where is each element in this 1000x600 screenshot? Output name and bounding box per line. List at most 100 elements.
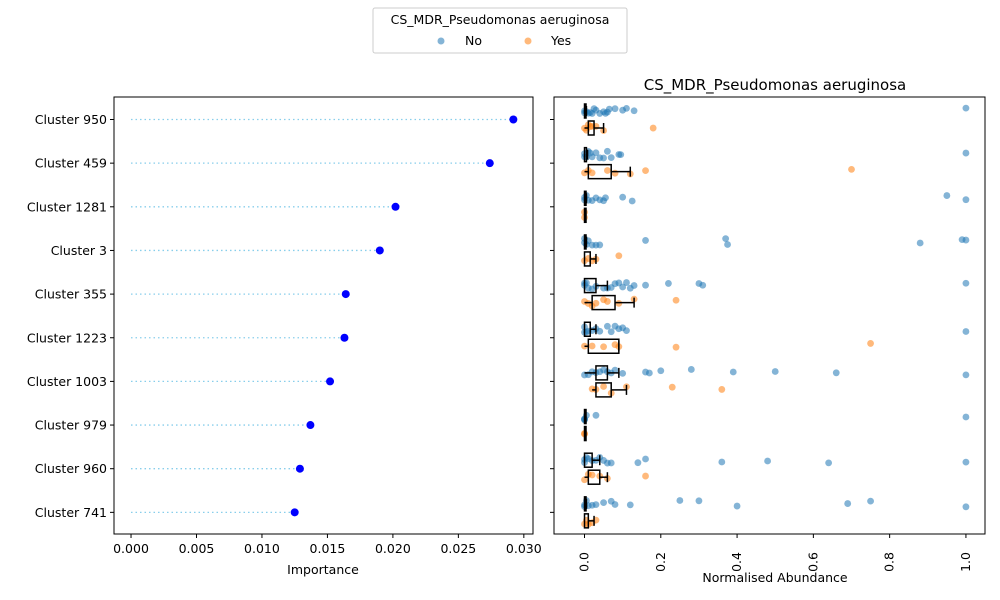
- box-iqr: [587, 469, 601, 485]
- point-yes: [588, 169, 596, 177]
- point-no: [623, 104, 630, 112]
- point-no: [676, 497, 684, 504]
- point-yes: [592, 299, 600, 307]
- left-x-tick-label: 0.015: [310, 541, 346, 556]
- point-no: [603, 322, 611, 330]
- left-x-tick-label: 0.030: [506, 541, 542, 556]
- category-label: Cluster 1223: [27, 330, 107, 345]
- left-x-tick-label: 0.010: [244, 541, 280, 556]
- point-yes: [600, 383, 607, 390]
- point-yes: [581, 342, 588, 350]
- left-x-tick-label: 0.000: [113, 541, 149, 556]
- point-no: [628, 197, 636, 205]
- point-yes: [642, 167, 649, 175]
- point-no: [722, 235, 730, 243]
- point-no: [764, 457, 771, 465]
- point-no: [603, 147, 611, 155]
- category-label: Cluster 960: [35, 461, 107, 476]
- point-no: [962, 149, 970, 157]
- point-no: [699, 281, 707, 289]
- box-iqr: [587, 163, 612, 180]
- point-yes: [581, 476, 588, 484]
- point-yes: [848, 165, 855, 173]
- left-x-tick-label: 0.005: [179, 541, 215, 556]
- point-yes: [668, 383, 676, 391]
- box-iqr: [583, 251, 591, 267]
- point-yes: [649, 124, 657, 132]
- point-no: [642, 281, 649, 289]
- point-yes: [588, 342, 596, 350]
- category-label: Cluster 979: [35, 418, 107, 433]
- box-iqr: [583, 234, 587, 250]
- right-chart-title: CS_MDR_Pseudomonas aeruginosa: [644, 76, 907, 95]
- box-iqr: [583, 207, 587, 224]
- point-yes: [615, 252, 623, 260]
- point-no: [596, 241, 604, 249]
- legend-title: CS_MDR_Pseudomonas aeruginosa: [391, 12, 610, 27]
- importance-point: [340, 333, 349, 342]
- right-x-tick-label: 0.0: [577, 552, 592, 572]
- left-plot-frame: [113, 96, 534, 535]
- category-label: Cluster 1003: [27, 374, 107, 389]
- point-no: [626, 501, 634, 509]
- legend-label-no: No: [465, 33, 482, 48]
- category-label: Cluster 1281: [27, 199, 107, 214]
- point-no: [634, 459, 642, 467]
- point-no: [729, 368, 737, 376]
- legend-marker-no: [437, 37, 445, 45]
- right-x-tick-label: 0.8: [882, 552, 897, 572]
- point-no: [630, 107, 638, 115]
- category-label: Cluster 3: [51, 243, 107, 258]
- point-no: [592, 501, 600, 509]
- legend-label-yes: Yes: [550, 33, 571, 48]
- importance-points: [290, 115, 518, 517]
- point-yes: [588, 471, 596, 479]
- point-no: [962, 236, 970, 244]
- point-no: [844, 500, 852, 507]
- box-iqr: [583, 513, 590, 529]
- point-yes: [672, 343, 680, 351]
- abundance-boxes: [583, 103, 635, 529]
- point-no: [642, 455, 649, 463]
- abundance-points: [581, 104, 970, 528]
- importance-point: [290, 508, 299, 517]
- point-no: [962, 279, 970, 287]
- box-iqr: [583, 190, 587, 207]
- point-no: [867, 497, 874, 505]
- point-no: [607, 154, 615, 162]
- point-no: [962, 458, 970, 466]
- left-x-tick-label: 0.025: [440, 541, 476, 556]
- point-no: [718, 458, 726, 466]
- point-yes: [603, 167, 611, 174]
- point-no: [724, 241, 731, 248]
- point-yes: [642, 472, 649, 480]
- point-no: [962, 104, 970, 112]
- box-iqr: [595, 365, 609, 381]
- point-no: [619, 283, 627, 291]
- point-yes: [615, 299, 623, 307]
- importance-stems: [131, 118, 514, 513]
- legend-frame: [372, 7, 628, 54]
- box-iqr: [587, 338, 620, 354]
- box-iqr: [583, 146, 588, 163]
- box-iqr: [583, 496, 587, 512]
- box-iqr: [587, 120, 595, 136]
- left-x-ticks: 0.000 0.005 0.010 0.015 0.020 0.025 0.030: [113, 534, 542, 556]
- point-no: [645, 369, 653, 377]
- point-yes: [603, 298, 611, 305]
- box-iqr: [591, 294, 616, 311]
- box-iqr: [595, 382, 612, 398]
- left-x-axis-label: Importance: [287, 562, 359, 577]
- point-no: [600, 154, 607, 162]
- box-iqr: [583, 103, 587, 119]
- point-no: [687, 366, 695, 373]
- legend-marker-yes: [524, 37, 532, 45]
- point-no: [602, 194, 609, 202]
- point-no: [630, 282, 638, 289]
- point-no: [832, 369, 840, 377]
- point-yes: [611, 169, 619, 177]
- point-no: [611, 366, 619, 374]
- point-yes: [672, 296, 680, 304]
- left-x-tick-label: 0.020: [375, 541, 411, 556]
- importance-point: [326, 377, 335, 386]
